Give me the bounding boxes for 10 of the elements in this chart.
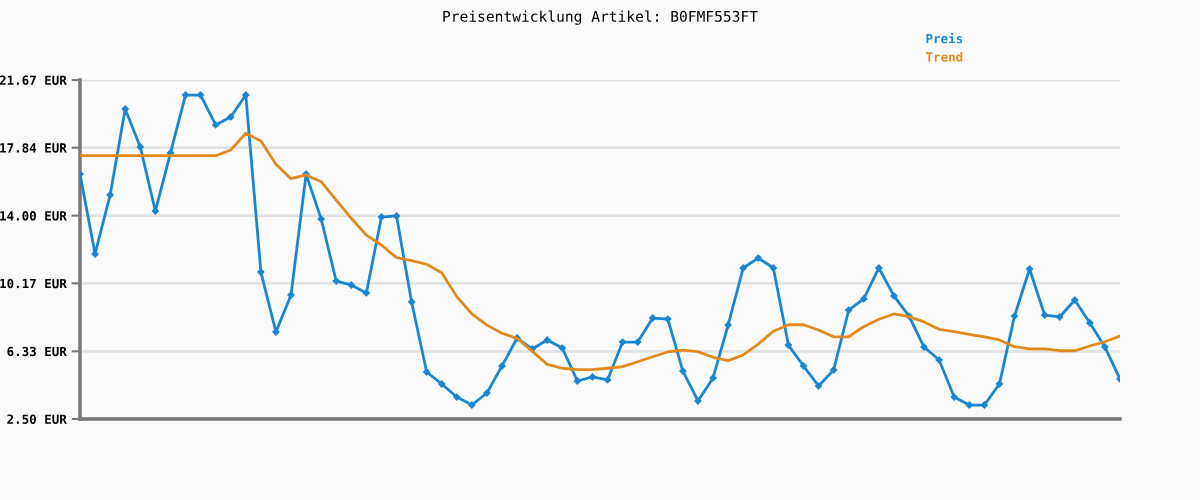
y-tick-label: 10.17 EUR bbox=[0, 278, 67, 289]
chart-title: Preisentwicklung Artikel: B0FMF553FT bbox=[443, 10, 758, 25]
y-tick-label: 2.50 EUR bbox=[7, 414, 67, 424]
line-series bbox=[80, 131, 1120, 372]
text: Preis bbox=[926, 32, 963, 44]
text: Trend bbox=[926, 51, 963, 62]
y-tick-label: 17.84 EUR bbox=[0, 143, 67, 153]
y-tick-label: 21.67 EUR bbox=[0, 75, 67, 85]
y-tick-label: 6.33 EUR bbox=[7, 346, 67, 357]
y-tick-label: 14.00 EUR bbox=[0, 211, 67, 221]
